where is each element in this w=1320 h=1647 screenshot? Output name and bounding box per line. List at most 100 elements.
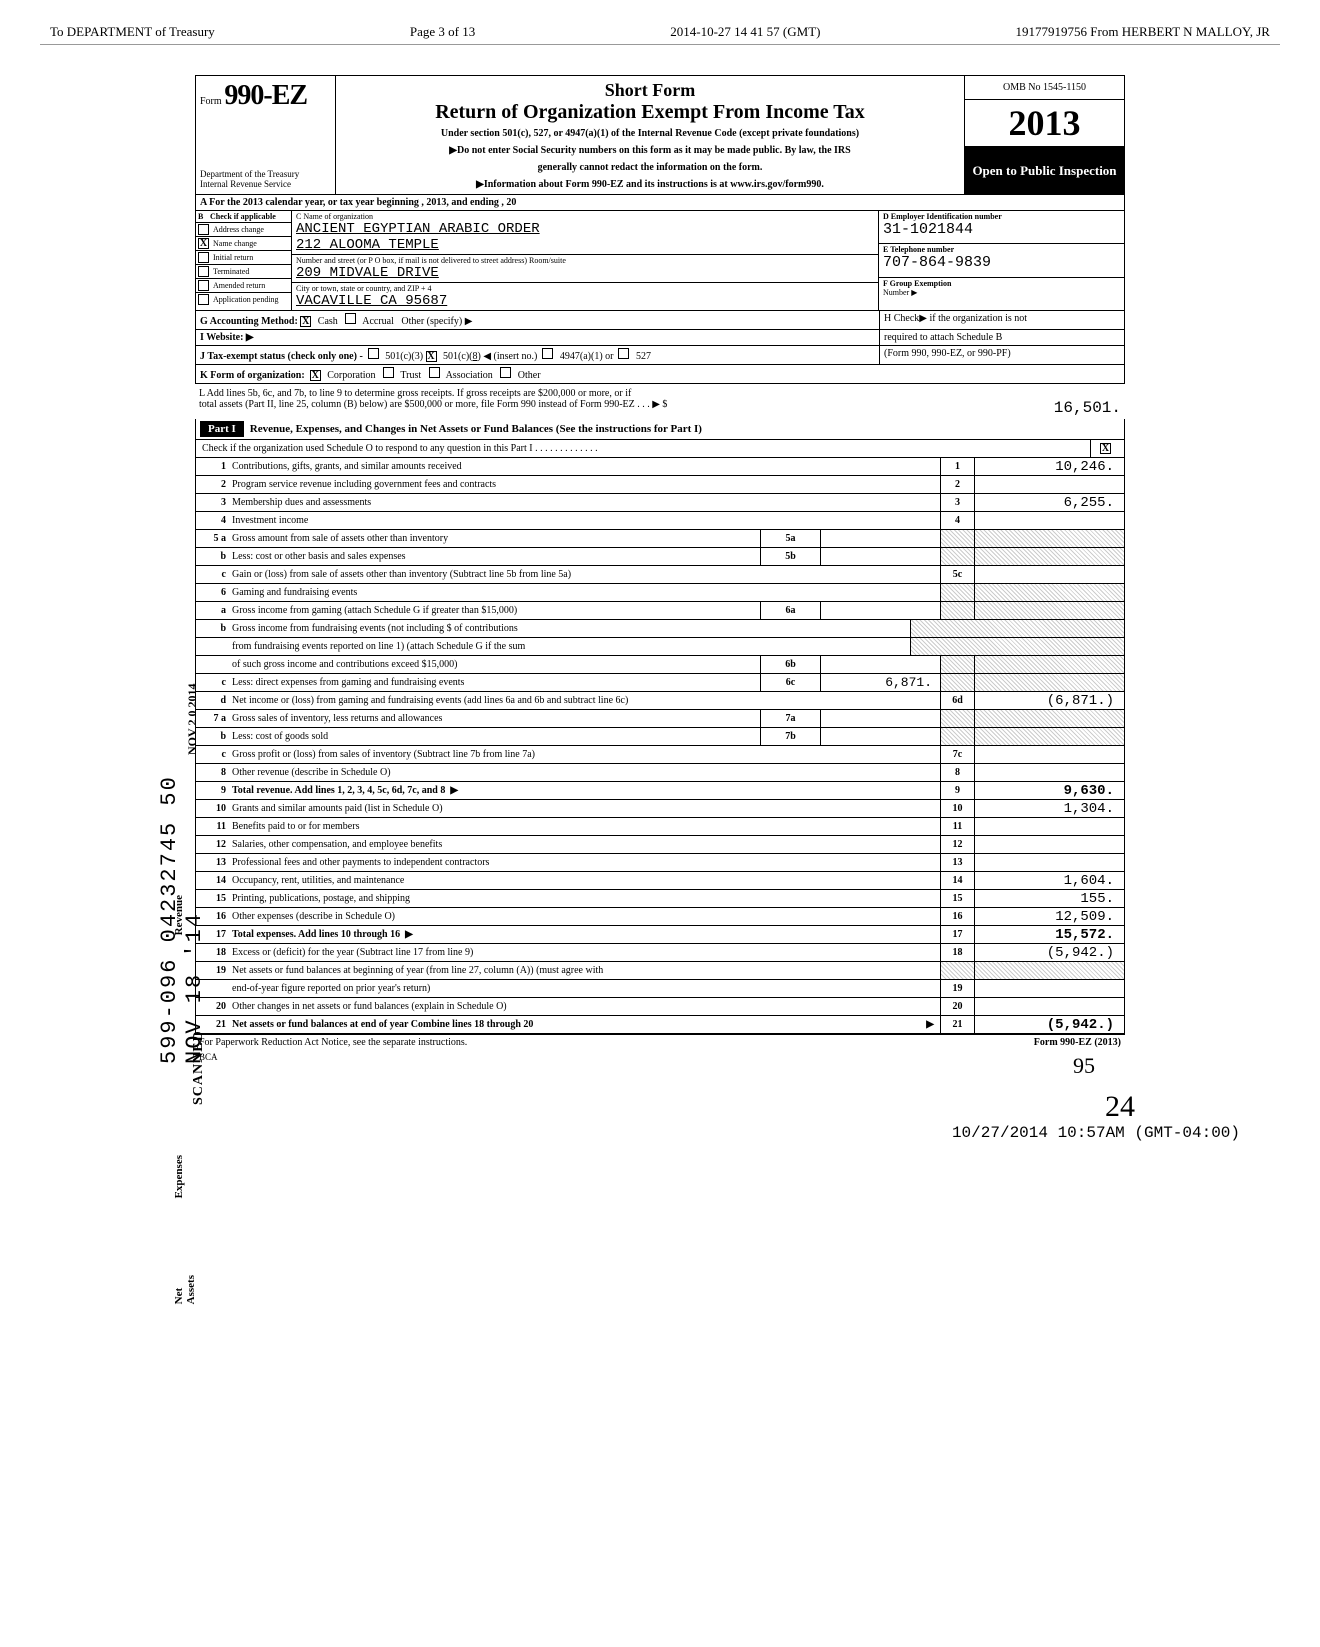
cash-checkbox[interactable]: X bbox=[300, 316, 311, 327]
check-terminated[interactable]: Terminated bbox=[196, 265, 291, 279]
handwritten-95: 95 bbox=[1073, 1053, 1095, 1079]
addr-label: Number and street (or P O box, if mail i… bbox=[296, 256, 874, 265]
tel-label: E Telephone number bbox=[883, 245, 1120, 254]
accounting-method-row: G Accounting Method: X Cash Accrual Othe… bbox=[195, 311, 1125, 330]
form-word: Form bbox=[200, 96, 222, 107]
fax-header: To DEPARTMENT of Treasury Page 3 of 13 2… bbox=[40, 20, 1280, 45]
line-7b: bLess: cost of goods sold 7b bbox=[195, 728, 1125, 746]
trust-checkbox[interactable] bbox=[383, 367, 394, 378]
line-17: 17Total expenses. Add lines 10 through 1… bbox=[195, 926, 1125, 944]
line-6b-1: bGross income from fundraising events (n… bbox=[195, 620, 1125, 638]
check-address-change[interactable]: Address change bbox=[196, 223, 291, 237]
grp-label: F Group Exemption bbox=[883, 279, 1120, 288]
dept-irs: Internal Revenue Service bbox=[200, 180, 331, 190]
form-title-box: Short Form Return of Organization Exempt… bbox=[336, 76, 964, 194]
line-l-1: L Add lines 5b, 6c, and 7b, to line 9 to… bbox=[195, 384, 1125, 399]
accrual-checkbox[interactable] bbox=[345, 313, 356, 324]
line-5b: bLess: cost or other basis and sales exp… bbox=[195, 548, 1125, 566]
org-address: 209 MIDVALE DRIVE bbox=[296, 265, 874, 281]
tel-value: 707-864-9839 bbox=[883, 254, 1120, 271]
line-9: 9Total revenue. Add lines 1, 2, 3, 4, 5c… bbox=[195, 782, 1125, 800]
omb-number: OMB No 1545-1150 bbox=[965, 76, 1124, 100]
calendar-year-text: A For the 2013 calendar year, or tax yea… bbox=[196, 195, 1124, 210]
form-id-box: Form 990-EZ Department of the Treasury I… bbox=[196, 76, 336, 194]
line-14: 14Occupancy, rent, utilities, and mainte… bbox=[195, 872, 1125, 890]
corp-checkbox[interactable]: X bbox=[310, 370, 321, 381]
form-footer: For Paperwork Reduction Act Notice, see … bbox=[195, 1034, 1125, 1050]
line-6c: cLess: direct expenses from gaming and f… bbox=[195, 674, 1125, 692]
form-number: 990-EZ bbox=[224, 80, 307, 111]
check-initial-return[interactable]: Initial return bbox=[196, 251, 291, 265]
line-3: 3Membership dues and assessments 36,255. bbox=[195, 494, 1125, 512]
line-20: 20Other changes in net assets or fund ba… bbox=[195, 998, 1125, 1016]
subtitle: Under section 501(c), 527, or 4947(a)(1)… bbox=[342, 128, 958, 139]
line-16: 16Other expenses (describe in Schedule O… bbox=[195, 908, 1125, 926]
warning-line-2: generally cannot redact the information … bbox=[342, 162, 958, 173]
line-5a: 5 aGross amount from sale of assets othe… bbox=[195, 530, 1125, 548]
ein-label: D Employer Identification number bbox=[883, 212, 1120, 221]
assoc-checkbox[interactable] bbox=[429, 367, 440, 378]
paperwork-notice: For Paperwork Reduction Act Notice, see … bbox=[199, 1037, 467, 1048]
line-11: 11Benefits paid to or for members11 bbox=[195, 818, 1125, 836]
line-15: 15Printing, publications, postage, and s… bbox=[195, 890, 1125, 908]
fax-timestamp: 2014-10-27 14 41 57 (GMT) bbox=[670, 24, 820, 40]
form-year-box: OMB No 1545-1150 2013 Open to Public Ins… bbox=[964, 76, 1124, 194]
line-5c: cGain or (loss) from sale of assets othe… bbox=[195, 566, 1125, 584]
fax-page: Page 3 of 13 bbox=[410, 24, 475, 40]
warning-line-1: ▶Do not enter Social Security numbers on… bbox=[342, 145, 958, 156]
org-city: VACAVILLE CA 95687 bbox=[296, 293, 874, 309]
line-13: 13Professional fees and other payments t… bbox=[195, 854, 1125, 872]
line-6: 6Gaming and fundraising events bbox=[195, 584, 1125, 602]
part-1-header: Part I Revenue, Expenses, and Changes in… bbox=[195, 419, 1125, 440]
form-number-footer: Form 990-EZ (2013) bbox=[1034, 1037, 1121, 1048]
line-18: 18Excess or (deficit) for the year (Subt… bbox=[195, 944, 1125, 962]
identity-block: BCheck if applicable Address change XNam… bbox=[195, 211, 1125, 311]
line-6b-3: of such gross income and contributions e… bbox=[195, 656, 1125, 674]
other-checkbox[interactable] bbox=[500, 367, 511, 378]
section-b: BCheck if applicable Address change XNam… bbox=[196, 211, 292, 310]
netassets-label: Net Assets bbox=[173, 1275, 197, 1304]
name-label: C Name of organization bbox=[296, 212, 874, 221]
line-12: 12Salaries, other compensation, and empl… bbox=[195, 836, 1125, 854]
line-4: 4Investment income 4 bbox=[195, 512, 1125, 530]
expenses-label: Expenses bbox=[173, 1155, 185, 1198]
501c3-checkbox[interactable] bbox=[368, 348, 379, 359]
g-label: G Accounting Method: bbox=[200, 316, 298, 327]
line-2: 2Program service revenue including gover… bbox=[195, 476, 1125, 494]
line-6b-2: from fundraising events reported on line… bbox=[195, 638, 1125, 656]
section-c: C Name of organization ANCIENT EGYPTIAN … bbox=[292, 211, 879, 310]
line-10: 10Grants and similar amounts paid (list … bbox=[195, 800, 1125, 818]
received-date-stamp: NOV 2 0 2014 bbox=[185, 684, 200, 755]
revenue-label: Revenue bbox=[173, 895, 185, 935]
check-pending[interactable]: Application pending bbox=[196, 293, 291, 306]
line-6d: dNet income or (loss) from gaming and fu… bbox=[195, 692, 1125, 710]
open-inspection: Open to Public Inspection bbox=[965, 147, 1124, 194]
short-form-label: Short Form bbox=[342, 80, 958, 101]
line-8: 8Other revenue (describe in Schedule O) … bbox=[195, 764, 1125, 782]
part1-check-row: Check if the organization used Schedule … bbox=[195, 440, 1125, 458]
line-7a: 7 aGross sales of inventory, less return… bbox=[195, 710, 1125, 728]
website-row: I Website: ▶ required to attach Schedule… bbox=[195, 330, 1125, 346]
org-form-row: K Form of organization: X Corporation Tr… bbox=[195, 365, 1125, 384]
501c-checkbox[interactable]: X bbox=[426, 351, 437, 362]
line-1: 1Contributions, gifts, grants, and simil… bbox=[195, 458, 1125, 476]
page-transmission-footer: 10/27/2014 10:57AM (GMT-04:00) bbox=[40, 1124, 1280, 1142]
org-name-1: ANCIENT EGYPTIAN ARABIC ORDER bbox=[296, 221, 874, 237]
b-header: Check if applicable bbox=[210, 212, 276, 221]
org-name-2: 212 ALOOMA TEMPLE bbox=[296, 237, 874, 253]
h-schedule-b: H Check▶ if the organization is not bbox=[879, 311, 1124, 329]
check-amended[interactable]: Amended return bbox=[196, 279, 291, 293]
fax-from: 19177919756 From HERBERT N MALLOY, JR bbox=[1016, 24, 1270, 40]
section-def: D Employer Identification number 31-1021… bbox=[879, 211, 1124, 310]
527-checkbox[interactable] bbox=[618, 348, 629, 359]
form-990ez: 599-096 04232745 50 NOV 18 '14 Form 990-… bbox=[195, 75, 1125, 1064]
tax-status-row: J Tax-exempt status (check only one) - 5… bbox=[195, 346, 1125, 365]
line-19b: end-of-year figure reported on prior yea… bbox=[195, 980, 1125, 998]
part1-schedule-o-check[interactable]: X bbox=[1090, 440, 1124, 457]
line-6a: aGross income from gaming (attach Schedu… bbox=[195, 602, 1125, 620]
4947-checkbox[interactable] bbox=[542, 348, 553, 359]
check-name-change[interactable]: XName change bbox=[196, 237, 291, 251]
ein-value: 31-1021844 bbox=[883, 221, 1120, 238]
line-7c: cGross profit or (loss) from sales of in… bbox=[195, 746, 1125, 764]
city-label: City or town, state or country, and ZIP … bbox=[296, 284, 874, 293]
